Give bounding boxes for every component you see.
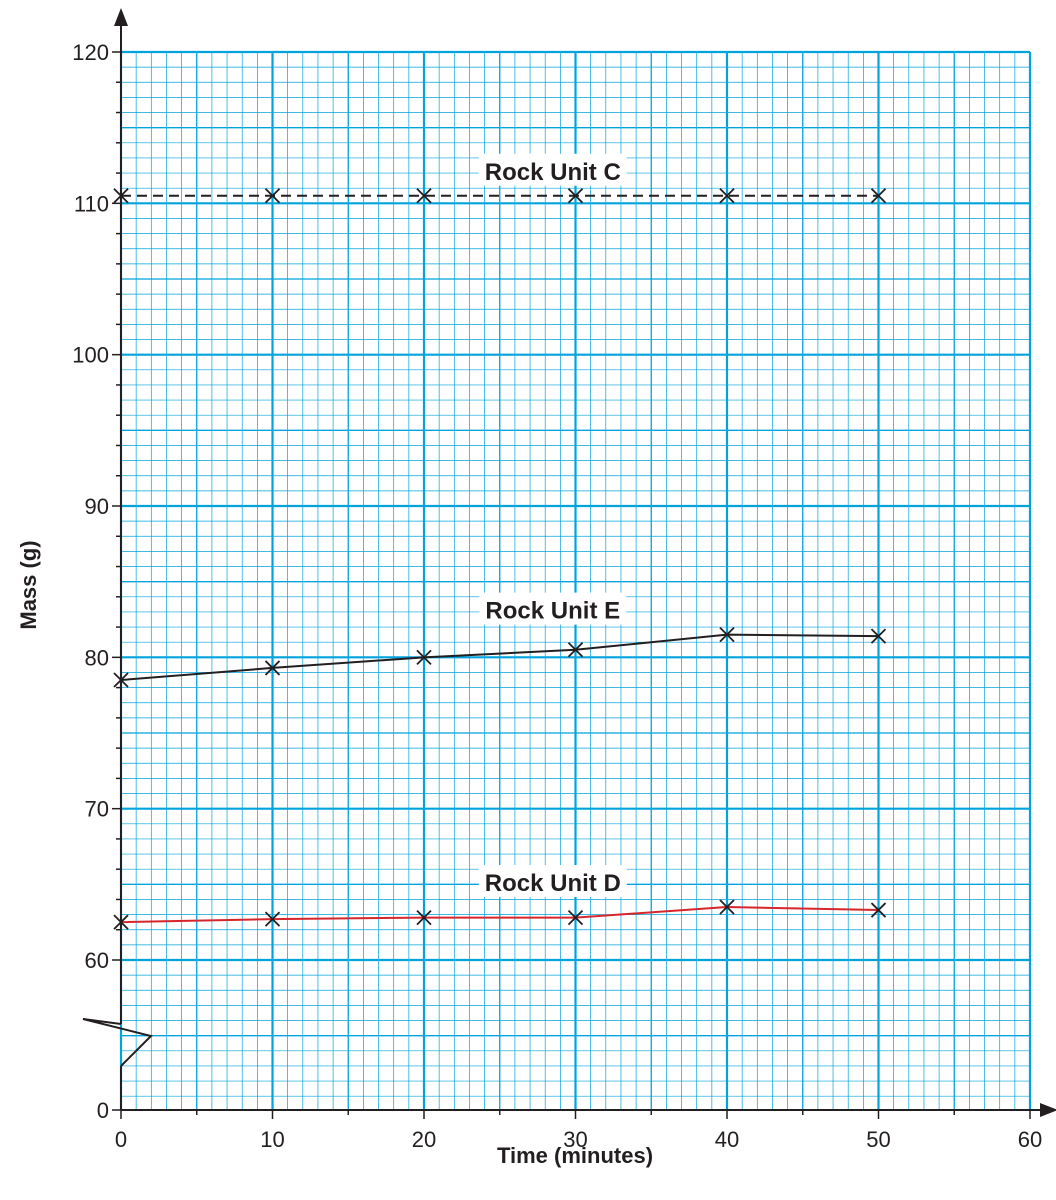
- series-label: Rock Unit D: [485, 870, 621, 897]
- data-point-marker: [719, 626, 735, 643]
- data-point-marker: [113, 914, 129, 930]
- series-line: [120, 633, 879, 682]
- x-tick-label: 10: [260, 1127, 284, 1152]
- data-point-marker: [870, 902, 887, 918]
- chart-grid: [119, 50, 1032, 1110]
- x-tick-label: 50: [866, 1127, 890, 1152]
- y-tick-label: 90: [85, 494, 109, 519]
- y-axis-break-mark: [82, 1018, 153, 1067]
- x-tick-label: 40: [715, 1127, 739, 1152]
- data-point-marker: [416, 188, 432, 204]
- x-axis-title: Time (minutes): [497, 1143, 653, 1168]
- series-label-background: [478, 153, 627, 186]
- data-point-marker: [870, 188, 887, 204]
- y-tick-label: 120: [72, 40, 109, 65]
- x-tick-label: 0: [115, 1127, 127, 1152]
- y-tick-label: 80: [85, 645, 109, 670]
- data-point-marker: [567, 642, 584, 658]
- chart-labels: 60 70 80 90 100 110 120 00 10 20 30 40 50 60 Rock Unit…: [72, 40, 1042, 1152]
- data-point-marker: [416, 649, 432, 665]
- x-tick-label: 30: [563, 1127, 587, 1152]
- data-point-marker: [870, 628, 887, 644]
- data-point-marker: [113, 672, 129, 688]
- series-label-background: [479, 592, 627, 625]
- data-point-marker: [264, 911, 281, 927]
- series-label: Rock Unit C: [485, 159, 621, 186]
- data-point-marker: [416, 909, 432, 926]
- chart-axes: [82, 8, 1056, 1119]
- y-axis-arrow: [114, 8, 128, 26]
- y-tick-label: 60: [85, 948, 109, 973]
- y-tick-label: 70: [85, 797, 109, 822]
- data-point-marker: [567, 188, 584, 204]
- x-axis-arrow: [1040, 1103, 1056, 1117]
- y-tick-label: 110: [74, 191, 109, 216]
- series-label: Rock Unit E: [485, 598, 620, 625]
- y-tick-label: 100: [72, 343, 109, 368]
- series-line: [120, 906, 879, 924]
- data-point-marker: [567, 909, 584, 926]
- x-tick-label: 20: [412, 1127, 436, 1152]
- series-label-background: [478, 865, 627, 898]
- y-axis-title: Mass (g): [16, 540, 41, 629]
- y-tick-label-origin: 0: [97, 1098, 109, 1123]
- chart-series: [113, 188, 887, 930]
- data-point-marker: [113, 188, 129, 204]
- data-point-marker: [719, 899, 735, 915]
- data-point-marker: [719, 188, 735, 204]
- x-tick-label: 60: [1018, 1127, 1042, 1152]
- data-point-marker: [264, 660, 281, 676]
- data-point-marker: [264, 188, 281, 204]
